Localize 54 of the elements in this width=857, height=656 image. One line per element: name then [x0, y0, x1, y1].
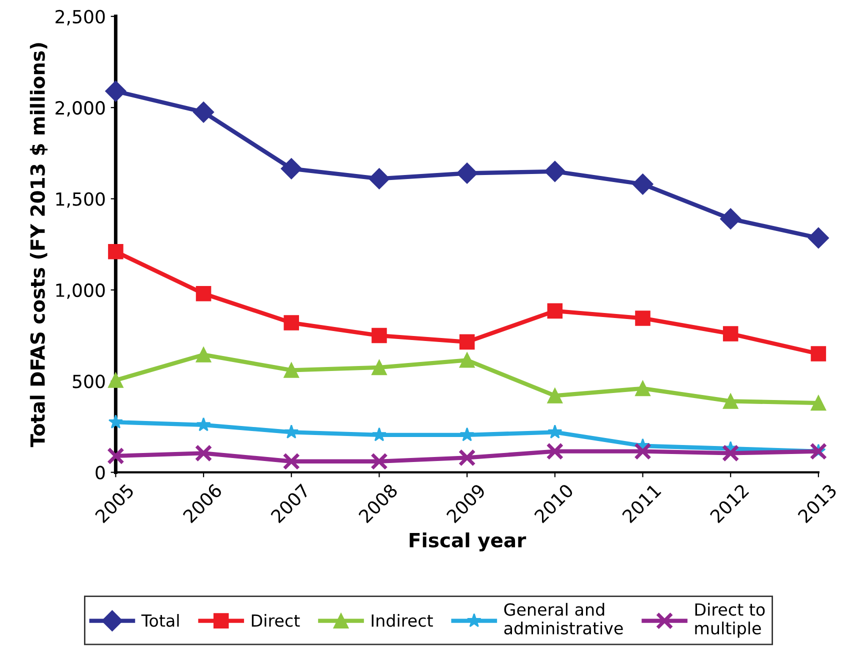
- legend-label: General and administrative: [504, 602, 623, 634]
- point: [108, 372, 124, 388]
- point: [547, 303, 563, 319]
- legend-label: Direct: [252, 614, 300, 627]
- point: [107, 447, 124, 465]
- point: [810, 346, 826, 362]
- y-tick-label: 1,500: [56, 192, 105, 208]
- legend-label: Total: [141, 614, 179, 627]
- y-tick-label: 0: [96, 466, 105, 480]
- point: [372, 427, 387, 442]
- point: [722, 444, 740, 462]
- point: [544, 160, 566, 182]
- point: [720, 208, 742, 230]
- point: [282, 452, 300, 470]
- point: [722, 326, 738, 342]
- point: [634, 442, 652, 460]
- point: [632, 174, 654, 195]
- y-tick-label: 2,500: [56, 10, 105, 26]
- point: [280, 158, 302, 180]
- point: [196, 417, 211, 432]
- y-tick-label: 2,000: [56, 101, 105, 117]
- point: [193, 102, 214, 123]
- point: [108, 414, 123, 428]
- point: [459, 334, 475, 350]
- point: [372, 360, 387, 376]
- point: [456, 162, 478, 184]
- legend-label: Indirect: [372, 614, 433, 627]
- point: [635, 380, 650, 396]
- point: [284, 424, 299, 439]
- y-axis-title: Total DFAS costs (FY 2013 $ millions): [30, 43, 48, 448]
- point: [196, 286, 212, 302]
- point: [284, 362, 300, 378]
- point: [810, 395, 826, 411]
- point: [548, 424, 562, 439]
- point: [808, 227, 829, 248]
- point: [108, 244, 124, 260]
- x-axis-title: Fiscal year: [410, 532, 526, 552]
- point: [368, 168, 390, 190]
- point: [370, 452, 388, 470]
- point: [194, 444, 212, 462]
- point: [105, 80, 126, 102]
- point: [196, 347, 212, 362]
- y-tick-label: 1,000: [56, 283, 105, 299]
- point: [284, 315, 300, 330]
- point: [458, 449, 476, 466]
- point: [460, 427, 474, 442]
- point: [722, 394, 738, 409]
- legend-label: Direct to multiple: [695, 602, 765, 638]
- point: [547, 388, 563, 404]
- y-tick-label: 500: [72, 374, 105, 388]
- point: [546, 442, 564, 460]
- point: [635, 310, 650, 326]
- point: [372, 328, 387, 344]
- point: [459, 352, 475, 368]
